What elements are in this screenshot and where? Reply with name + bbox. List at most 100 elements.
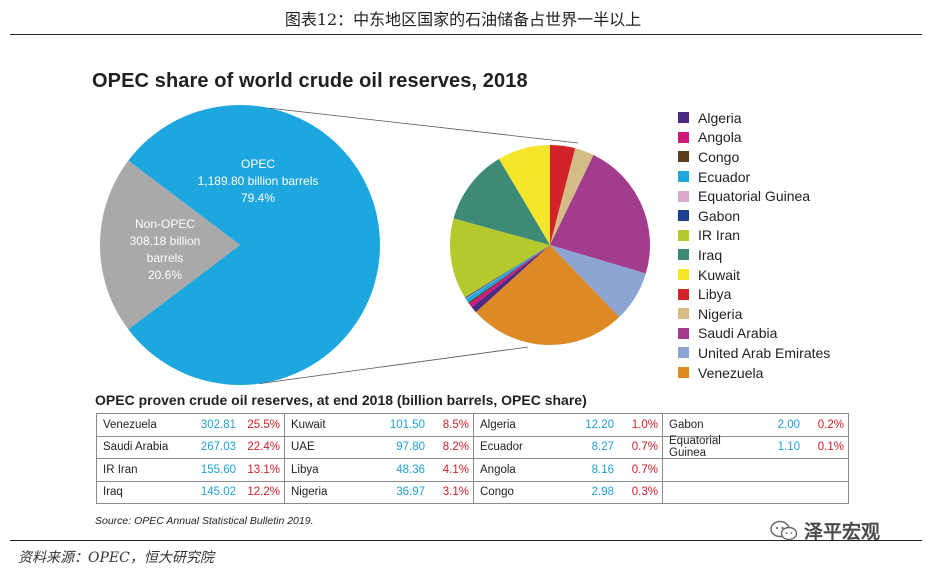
legend-item-angola: Angola <box>678 128 830 148</box>
figure-title: 图表12：中东地区国家的石油储备占世界一半以上 <box>284 10 642 29</box>
legend-swatch <box>678 171 689 183</box>
country-name: Libya <box>291 463 319 476</box>
wechat-icon <box>770 520 798 540</box>
legend-swatch <box>678 347 689 359</box>
table-row: IR Iran 155.60 13.1% Libya 48.36 4.1% Angola 8.… <box>96 458 849 482</box>
country-name: Congo <box>480 486 514 499</box>
table-cell: Saudi Arabia 267.03 22.4% <box>96 435 285 459</box>
legend-swatch <box>678 288 689 300</box>
country-name: Ecuador <box>480 441 523 454</box>
top-rule <box>10 34 922 35</box>
pie-slice-equatorial-guinea <box>465 245 550 299</box>
table-cell: Venezuela 302.81 25.5% <box>96 413 285 437</box>
legend-item-congo: Congo <box>678 147 830 167</box>
chart-source-note: Source: OPEC Annual Statistical Bulletin… <box>95 515 314 527</box>
opec-share: 0.7% <box>631 463 658 476</box>
table-cell: UAE 97.80 8.2% <box>284 435 474 459</box>
reserve-value: 36.97 <box>396 486 425 499</box>
legend-swatch <box>678 210 689 222</box>
pie-slice-algeria <box>471 245 550 313</box>
legend-label: Equatorial Guinea <box>698 188 811 205</box>
legend-label: Venezuela <box>698 364 764 381</box>
country-name: IR Iran <box>103 463 138 476</box>
reserve-value: 155.60 <box>200 463 236 476</box>
reserve-value: 1.10 <box>777 441 800 454</box>
watermark-text: 泽平宏观 <box>804 522 881 543</box>
table-cell: IR Iran 155.60 13.1% <box>96 458 285 482</box>
country-name: Gabon <box>669 418 704 431</box>
legend-item-ecuador: Ecuador <box>678 167 830 187</box>
pie-slice-united-arab-emirates <box>550 245 646 318</box>
legend-swatch <box>678 327 689 339</box>
pie-legend: Algeria Angola Congo Ecuador Equatorial Guin… <box>678 108 830 382</box>
table-cell: Kuwait 101.50 8.5% <box>284 413 474 437</box>
opec-share: 4.1% <box>442 463 469 476</box>
country-name: Saudi Arabia <box>103 441 169 454</box>
country-name: Kuwait <box>291 418 326 431</box>
legend-item-libya: Libya <box>678 284 830 304</box>
pie-slice-saudi-arabia <box>550 154 651 274</box>
legend-swatch <box>678 112 689 124</box>
pie-slice-libya <box>550 145 576 245</box>
opec-share: 0.3% <box>631 486 658 499</box>
pie-slice-angola <box>469 245 550 308</box>
pie-slice-gabon <box>464 245 550 299</box>
opec-share: 22.4% <box>247 441 280 454</box>
legend-item-gabon: Gabon <box>678 206 830 226</box>
non-opec-data-label: Non-OPEC 308.18 billion barrels 20.6% <box>130 217 201 282</box>
pie-slice-kuwait <box>498 145 550 245</box>
reserve-value: 302.81 <box>200 418 236 431</box>
legend-swatch <box>678 249 689 261</box>
legend-swatch <box>678 308 689 320</box>
country-name: Venezuela <box>103 418 157 431</box>
pie-slice-non-opec <box>99 160 240 330</box>
legend-item-kuwait: Kuwait <box>678 265 830 285</box>
opec-share: 0.7% <box>631 441 658 454</box>
footer-source: 资料来源：OPEC，恒大研究院 <box>18 550 214 566</box>
legend-label: Ecuador <box>698 168 751 185</box>
pie-slice-congo <box>468 245 550 304</box>
legend-label: Kuwait <box>698 266 741 283</box>
legend-label: Nigeria <box>698 305 743 322</box>
opec-share: 8.2% <box>442 441 469 454</box>
reserve-value: 12.20 <box>585 418 614 431</box>
legend-label: Angola <box>698 129 742 146</box>
legend-item-united-arab-emirates: United Arab Emirates <box>678 343 830 363</box>
table-cell: Libya 48.36 4.1% <box>284 458 474 482</box>
pie-slice-ir-iran <box>450 218 550 298</box>
table-cell: Congo 2.98 0.3% <box>473 480 663 504</box>
opec-data-label: OPEC 1,189.80 billion barrels 79.4% <box>198 157 319 205</box>
watermark: 泽平宏观 <box>770 517 880 544</box>
connector-line-bottom <box>259 346 529 384</box>
country-name: Algeria <box>480 418 516 431</box>
country-name: Equatorial Guinea <box>669 435 721 460</box>
opec-share: 13.1% <box>247 463 280 476</box>
opec-share: 25.5% <box>247 418 280 431</box>
legend-item-ir-iran: IR Iran <box>678 226 830 246</box>
reserve-value: 8.16 <box>591 463 614 476</box>
opec-share: 0.1% <box>817 441 844 454</box>
reserve-value: 8.27 <box>591 441 614 454</box>
table-cell: Equatorial Guinea 1.10 0.1% <box>662 435 849 460</box>
table-cell: Gabon 2.00 0.2% <box>662 413 849 437</box>
opec-share: 3.1% <box>442 486 469 499</box>
reserve-value: 2.98 <box>591 486 614 499</box>
legend-item-iraq: Iraq <box>678 245 830 265</box>
table-row: Venezuela 302.81 25.5% Kuwait 101.50 8.5% Alge… <box>96 413 849 437</box>
legend-label: IR Iran <box>698 227 741 244</box>
opec-share: 8.5% <box>442 418 469 431</box>
legend-item-algeria: Algeria <box>678 108 830 128</box>
legend-item-nigeria: Nigeria <box>678 304 830 324</box>
legend-label: Iraq <box>698 246 723 263</box>
legend-label: Gabon <box>698 207 741 224</box>
table-cell: Nigeria 36.97 3.1% <box>284 480 474 504</box>
reserve-value: 145.02 <box>200 486 236 499</box>
legend-item-saudi-arabia: Saudi Arabia <box>678 324 830 344</box>
reserve-value: 48.36 <box>396 463 425 476</box>
reserve-value: 267.03 <box>200 441 236 454</box>
pie-slice-opec <box>128 105 380 385</box>
legend-label: Libya <box>698 286 732 303</box>
legend-label: Congo <box>698 148 740 165</box>
bottom-rule <box>10 540 922 541</box>
legend-swatch <box>678 151 689 163</box>
